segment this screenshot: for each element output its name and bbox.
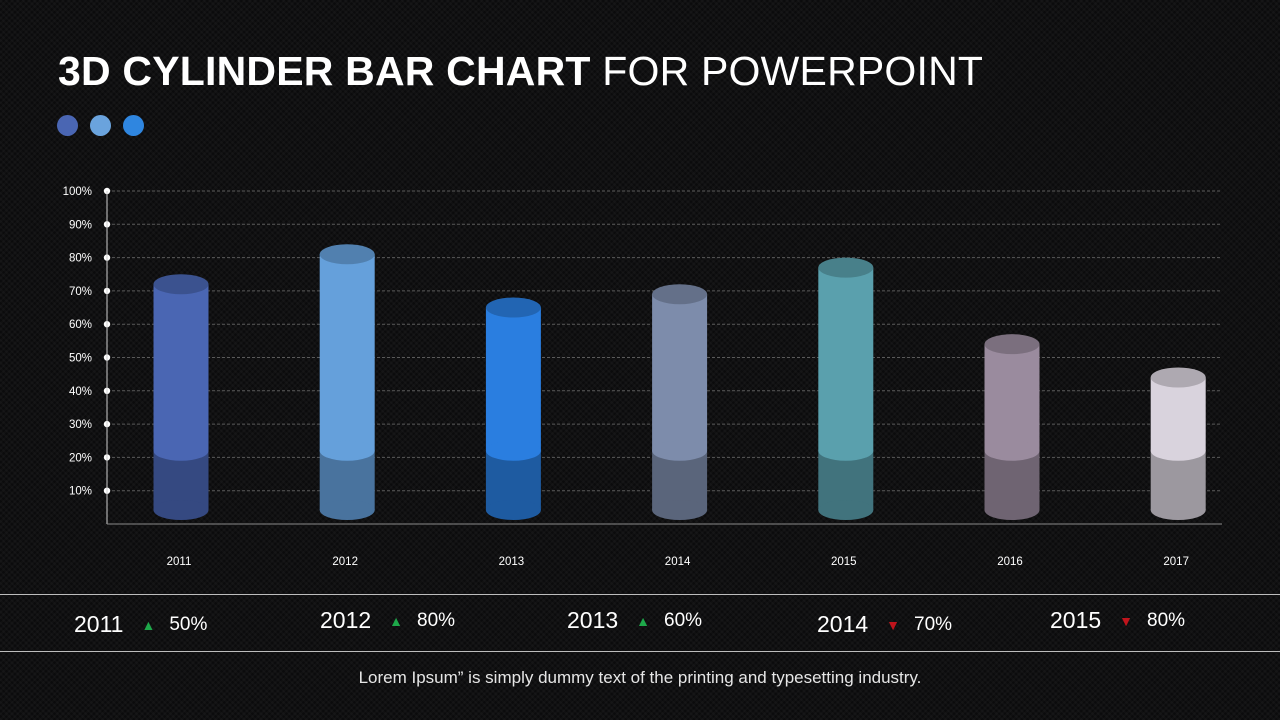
trend-up-icon: ▲	[141, 616, 156, 633]
cylinder-top	[652, 284, 708, 305]
y-tick-label: 20%	[69, 452, 92, 464]
footer-text: Lorem Ipsum” is simply dummy text of the…	[358, 668, 922, 687]
stat-value: 80%	[417, 609, 456, 631]
cylinder-band	[984, 440, 1040, 461]
cylinder-top	[153, 274, 209, 295]
decor-dots	[57, 115, 144, 136]
cylinder-body	[1150, 377, 1206, 451]
stat-value: 70%	[914, 613, 953, 635]
title-light: FOR POWERPOINT	[602, 48, 984, 94]
y-tick-label: 80%	[69, 253, 92, 265]
cylinder-bottom	[1150, 500, 1206, 520]
trend-up-icon: ▲	[389, 612, 404, 629]
trend-down-icon: ▼	[886, 616, 901, 633]
y-tick-label: 70%	[69, 286, 92, 298]
stat-year: 2012	[320, 607, 372, 633]
stat-year: 2013	[567, 607, 619, 633]
cylinder-bottom	[485, 500, 541, 520]
stat-item: 2013 ▲ 60%	[567, 607, 702, 634]
cylinder-top	[485, 297, 541, 318]
title-bold: 3D CYLINDER BAR CHART	[58, 48, 591, 94]
y-tick-label: 90%	[69, 219, 92, 231]
stat-item: 2012 ▲ 80%	[320, 607, 455, 634]
cylinder-body	[153, 284, 209, 451]
stat-year: 2011	[74, 611, 124, 637]
y-tick-label: 30%	[69, 419, 92, 431]
y-tick-label: 60%	[69, 319, 92, 331]
cylinder-body	[319, 254, 375, 451]
cylinder-top	[984, 334, 1040, 355]
cylinder-top	[818, 257, 874, 278]
cylinder-top	[1150, 367, 1206, 388]
y-tick-label: 10%	[69, 486, 92, 498]
cylinder-bottom	[319, 500, 375, 520]
x-tick-label: 2012	[332, 556, 358, 568]
cylinder-bottom	[652, 500, 708, 520]
trend-down-icon: ▼	[1119, 612, 1134, 629]
y-tick-label: 100%	[63, 186, 92, 198]
cylinder-body	[652, 294, 708, 451]
decor-dot	[57, 115, 78, 136]
cylinder-body	[818, 267, 874, 451]
cylinder-bottom	[153, 500, 209, 520]
cylinder-band	[485, 440, 541, 461]
cylinder-body	[485, 307, 541, 451]
page-title: 3D CYLINDER BAR CHART FOR POWERPOINT	[58, 48, 983, 95]
stat-value: 60%	[664, 609, 703, 631]
cylinder-band	[818, 440, 874, 461]
decor-dot	[123, 115, 144, 136]
cylinder-bottom	[818, 500, 874, 520]
cylinder-body	[984, 344, 1040, 451]
cylinder-bottom	[984, 500, 1040, 520]
cylinder-band	[652, 440, 708, 461]
x-tick-label: 2013	[499, 556, 525, 568]
cylinder-band	[1150, 440, 1206, 461]
cylinder-band	[153, 440, 209, 461]
x-tick-label: 2017	[1163, 556, 1189, 568]
stat-item: 2011 ▲ 50%	[74, 611, 207, 638]
y-tick-label: 40%	[69, 386, 92, 398]
x-tick-label: 2015	[831, 556, 857, 568]
cylinder-bar-chart: 10% 20% 30% 40% 50% 60% 70% 80% 90% 100% 2011 2012 2…	[63, 186, 1222, 568]
trend-up-icon: ▲	[636, 612, 651, 629]
x-tick-label: 2014	[665, 556, 691, 568]
stat-year: 2015	[1050, 607, 1102, 633]
stat-value: 50%	[169, 613, 208, 635]
stat-year: 2014	[817, 611, 869, 637]
stats-band	[0, 594, 1280, 652]
x-tick-label: 2011	[167, 556, 192, 568]
stat-item: 2014 ▼ 70%	[817, 611, 952, 638]
cylinder-band	[319, 440, 375, 461]
decor-dot	[90, 115, 111, 136]
x-tick-label: 2016	[997, 556, 1023, 568]
stat-value: 80%	[1147, 609, 1186, 631]
stat-item: 2015 ▼ 80%	[1050, 607, 1185, 634]
y-tick-label: 50%	[69, 353, 92, 365]
cylinder-top	[319, 244, 375, 265]
